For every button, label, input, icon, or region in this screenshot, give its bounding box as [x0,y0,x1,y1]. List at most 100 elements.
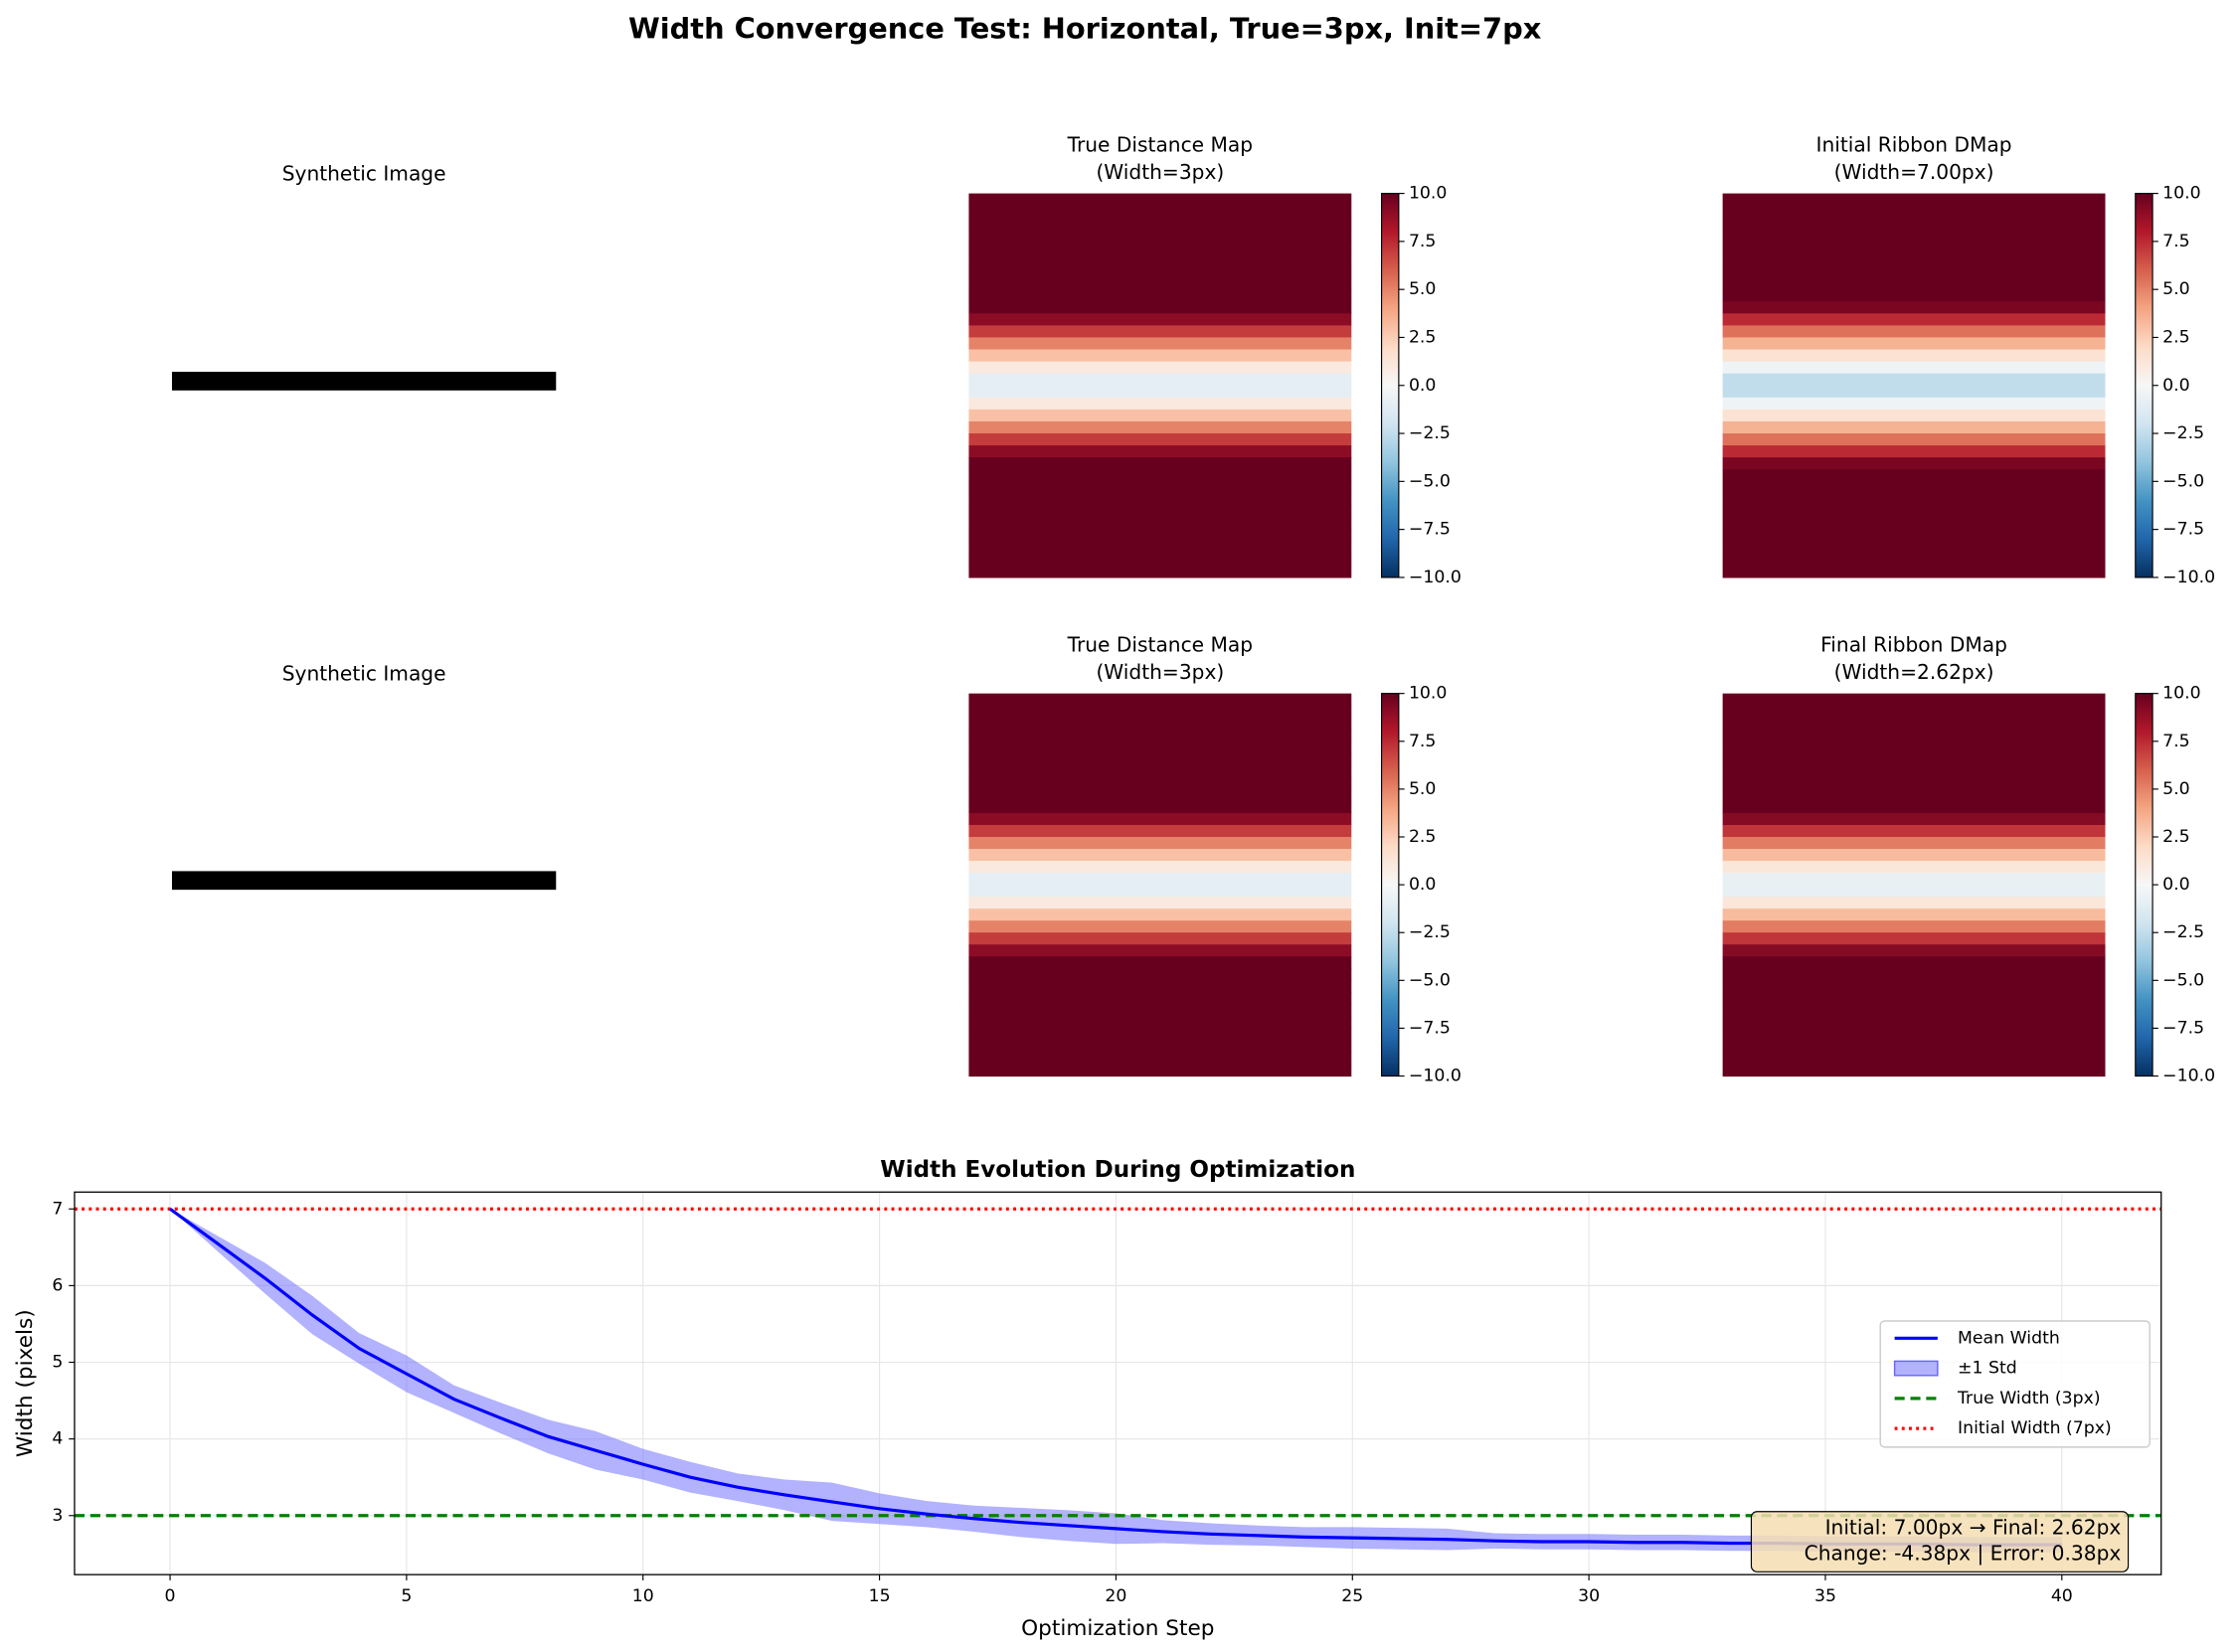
x-tick-label: 15 [869,1586,891,1606]
colorbar-tick-label: 2.5 [2162,827,2189,847]
heatmap-row [1722,932,2106,945]
colorbar-tick-label: −2.5 [2162,922,2204,942]
heatmap-row [968,397,1352,411]
heatmap-row [968,968,1352,981]
x-tick-label: 10 [632,1586,654,1606]
heatmap-row [1722,289,2106,302]
colorbar-tick-label: −7.5 [1409,520,1451,540]
heatmap-row [1722,1064,2106,1077]
heatmap-row [1722,217,2106,231]
heatmap-row [1722,705,2106,719]
heatmap-row [1722,788,2106,802]
heatmap-row [1722,956,2106,969]
synthetic-ribbon [171,372,557,391]
heatmap-row [968,469,1352,482]
heatmap-row [968,885,1352,898]
colorbar-tick-label: 7.5 [2162,232,2189,251]
heatmap-row [968,265,1352,278]
heatmap-row [968,241,1352,254]
heatmap-row [968,445,1352,458]
heatmap-row [968,861,1352,874]
heatmap-row [968,229,1352,243]
colorbar [1380,693,1400,1077]
y-tick-label: 6 [52,1275,63,1295]
heatmap-row [1722,505,2106,519]
heatmap-row [1722,397,2106,411]
heatmap-row [968,849,1352,862]
heatmap-row [1722,229,2106,243]
colorbar-tick-label: 0.0 [1409,875,1436,895]
panel-subtitle: (Width=3px) [1096,660,1224,684]
panel-title: True Distance Map [1067,633,1253,657]
colorbar-tick-label: 10.0 [2162,184,2200,204]
heatmap-row [968,717,1352,731]
legend-label: Initial Width (7px) [1958,1418,2112,1438]
heatmap-row [968,565,1352,578]
heatmap-row [1722,301,2106,314]
panel-title: Synthetic Image [282,161,446,185]
panel-subtitle: (Width=7.00px) [1834,160,1994,184]
colorbar-tick-label: 10.0 [2162,684,2200,704]
heatmap-row [968,920,1352,933]
colorbar-tick-label: 0.0 [2162,875,2189,895]
heatmap-row [1722,1052,2106,1066]
panel-title: True Distance Map [1067,133,1253,157]
heatmap-row [968,517,1352,531]
colorbar-tick-label: 0.0 [2162,376,2189,396]
heatmap-row [1722,265,2106,278]
heatmap-row [968,505,1352,519]
heatmap-row [1722,1016,2106,1030]
colorbar [2135,693,2154,1077]
heatmap-row [968,1004,1352,1017]
heatmap-row [1722,1040,2106,1054]
heatmap-row [1722,529,2106,543]
heatmap-row [1722,992,2106,1005]
colorbar-tick-label: 0.0 [1409,376,1436,396]
legend-box [1879,1320,2151,1448]
heatmap-row [968,1028,1352,1042]
colorbar-tick-label: 5.0 [2162,279,2189,299]
heatmap-row [968,289,1352,302]
heatmap-row [1722,493,2106,507]
colorbar-tick-label: −10.0 [2162,1067,2215,1086]
heatmap-row [1722,409,2106,422]
heatmap-row [968,373,1352,387]
figure-title: Width Convergence Test: Horizontal, True… [628,11,1542,45]
heatmap-row [968,337,1352,351]
heatmap-row [968,944,1352,957]
heatmap-row [1722,980,2106,993]
x-tick-label: 20 [1105,1586,1126,1606]
legend-label: ±1 Std [1958,1359,2017,1379]
x-tick-label: 25 [1341,1586,1363,1606]
heatmap-row [968,553,1352,567]
heatmap-row [968,1016,1352,1030]
colorbar-tick-label: −2.5 [1409,423,1451,443]
heatmap-row [968,752,1352,766]
heatmap-row [1722,433,2106,446]
heatmap-row [1722,897,2106,909]
x-tick-label: 35 [1814,1586,1836,1606]
heatmap-row [968,741,1352,754]
heatmap-row [968,824,1352,838]
heatmap-row [1722,193,2106,207]
heatmap-row [1722,457,2106,470]
heatmap-row [968,193,1352,207]
heatmap-row [968,1040,1352,1054]
heatmap-row [968,541,1352,555]
heatmap-row [968,481,1352,494]
heatmap-row [1722,445,2106,458]
annotation: Change: -4.38px | Error: 0.38px [1805,1541,2122,1565]
heatmap-row [1722,873,2106,886]
panel-subtitle: (Width=3px) [1096,160,1224,184]
heatmap-row [1722,812,2106,826]
annotation-box [1750,1511,2130,1572]
colorbar-tick-label: 7.5 [1409,232,1436,251]
heatmap-row [1722,920,2106,933]
heatmap-row [968,693,1352,707]
heatmap-row [1722,553,2106,567]
colorbar-tick-label: 5.0 [2162,779,2189,799]
mean-line [169,1207,2062,1547]
heatmap-row [968,349,1352,363]
colorbar-tick-label: −10.0 [1409,568,1462,587]
